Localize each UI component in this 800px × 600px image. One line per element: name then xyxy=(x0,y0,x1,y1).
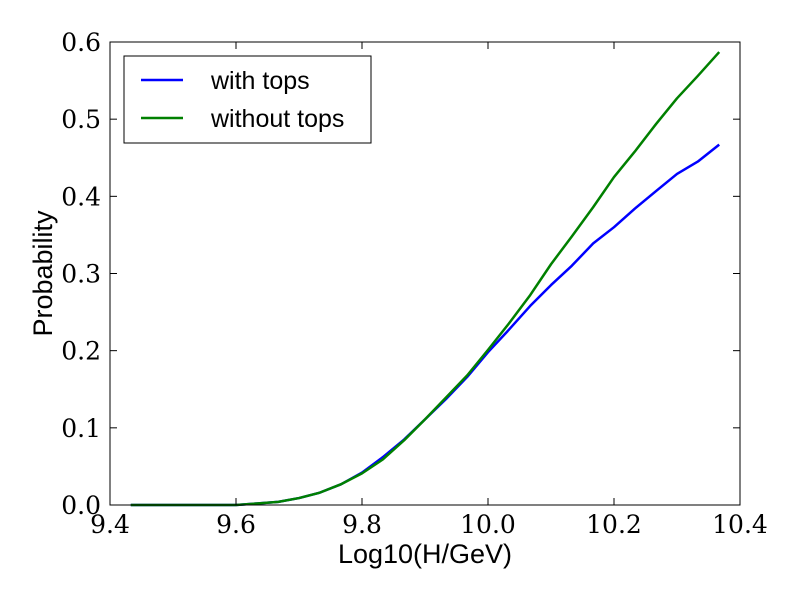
y-tick-label: 0.3 xyxy=(61,260,101,289)
y-axis-label: Probability xyxy=(28,210,58,337)
x-tick-label: 9.6 xyxy=(216,510,256,539)
tick-labels-layer: 9.4 9.6 9.8 10.0 10.2 10.4 0.0 0.1 0.2 0.3 0.4 0.5 0… xyxy=(61,28,768,539)
y-tick-label: 0.1 xyxy=(61,414,101,443)
legend-box xyxy=(123,55,372,144)
y-tick-label: 0.6 xyxy=(61,28,101,57)
x-tick-label: 10.2 xyxy=(586,510,642,539)
x-tick-label: 10.4 xyxy=(712,510,768,539)
legend-label-without-tops: without tops xyxy=(210,105,344,133)
y-tick-label: 0.5 xyxy=(61,105,101,134)
y-tick-label: 0.4 xyxy=(61,182,101,211)
legend-label-with-tops: with tops xyxy=(210,67,310,95)
x-tick-label: 9.4 xyxy=(90,510,130,539)
plot-area-frame xyxy=(109,41,741,506)
y-tick-label: 0.0 xyxy=(61,491,101,520)
y-tick-label: 0.2 xyxy=(61,337,101,366)
legend: with tops without tops xyxy=(123,55,372,144)
x-tick-label: 10.0 xyxy=(460,510,516,539)
x-axis-label: Log10(H/GeV) xyxy=(338,539,512,569)
x-tick-label: 9.8 xyxy=(342,510,382,539)
